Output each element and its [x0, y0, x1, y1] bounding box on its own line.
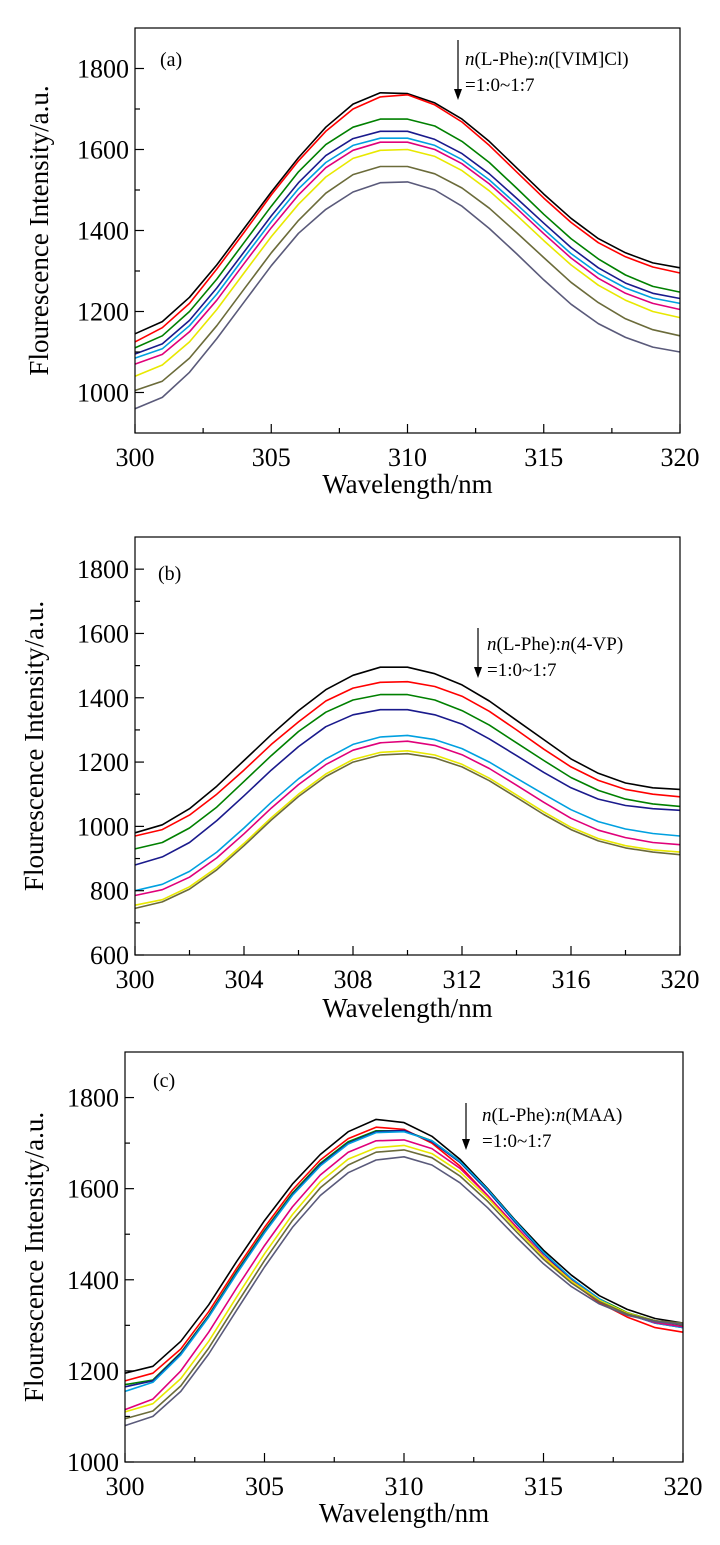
y-tick-label: 1600 [77, 136, 129, 165]
y-tick-label: 1200 [67, 1357, 119, 1386]
series-line-1 [124, 1118, 684, 1374]
annotation-range-label: =1:0~1:7 [482, 1131, 552, 1152]
x-tick-label: 320 [664, 1472, 703, 1501]
annotation-part: (L-Phe): [475, 49, 539, 70]
series-line-3 [134, 118, 681, 349]
x-tick-label: 320 [661, 965, 700, 994]
x-tick-label: 310 [388, 443, 427, 472]
series-line-7 [134, 750, 681, 906]
arrow-down-icon [454, 89, 462, 100]
panel-label: (a) [160, 49, 182, 71]
series-line-2 [134, 94, 681, 343]
y-tick-label: 1200 [77, 298, 129, 327]
y-tick-label: 1800 [67, 1084, 119, 1113]
series-line-3 [134, 693, 681, 850]
series-line-1 [134, 92, 681, 335]
x-tick-label: 312 [443, 965, 482, 994]
y-axis-title: Flourescence Intensity/a.u. [19, 601, 49, 891]
annotation-range-label: =1:0~1:7 [487, 660, 557, 681]
series-line-5 [134, 137, 681, 359]
arrow-down-icon [474, 667, 482, 678]
annotation-part: (4-VP) [570, 634, 623, 655]
series-line-8 [134, 752, 681, 910]
y-tick-label: 1400 [67, 1266, 119, 1295]
annotation-part: (L-Phe): [497, 634, 561, 655]
x-axis-title: Wavelength/nm [322, 469, 492, 499]
series-line-3 [124, 1130, 684, 1386]
series-line-8 [124, 1149, 684, 1420]
y-tick-label: 800 [90, 877, 129, 906]
x-tick-label: 315 [524, 443, 563, 472]
x-tick-label: 310 [385, 1472, 424, 1501]
y-tick-label: 1000 [77, 812, 129, 841]
x-tick-label: 300 [116, 443, 155, 472]
y-tick-label: 1800 [77, 555, 129, 584]
annotation-part: ([VIM]Cl) [548, 49, 628, 70]
panel-a: 300 305 310 315 320 1000 1200 1400 1600 1800 Wavel… [24, 27, 700, 499]
x-tick-label: 316 [552, 965, 591, 994]
x-tick-label: 305 [252, 443, 291, 472]
annotation-ratio-label: n(L-Phe):n([VIM]Cl) [465, 49, 629, 70]
y-axis-title: Flourescence Intensity/a.u. [24, 85, 54, 375]
annotation-part: n [556, 1105, 566, 1126]
y-tick-label: 1400 [77, 684, 129, 713]
panel-b: 300 304 308 312 316 320 600 800 1000 1200 1400 1600… [19, 536, 700, 1023]
panel-label: (b) [158, 563, 181, 585]
series-line-7 [134, 148, 681, 378]
arrow-down-icon [462, 1139, 470, 1150]
series-line-2 [124, 1126, 684, 1382]
series-line-1 [134, 666, 681, 834]
x-tick-label: 320 [661, 443, 700, 472]
annotation-part: (MAA) [565, 1105, 622, 1126]
plot-frame [134, 536, 681, 956]
series-line-6 [124, 1139, 684, 1411]
series-line-4 [134, 708, 681, 866]
panel-label: (c) [153, 1070, 175, 1092]
x-axis-title: Wavelength/nm [319, 1498, 489, 1528]
y-tick-label: 1400 [77, 217, 129, 246]
series-line-7 [124, 1144, 684, 1413]
series-line-6 [134, 141, 681, 365]
y-tick-label: 1800 [77, 55, 129, 84]
y-tick-label: 600 [90, 941, 129, 970]
annotation-ratio-label: n(L-Phe):n(4-VP) [487, 634, 623, 655]
y-tick-label: 1200 [77, 748, 129, 777]
series-line-2 [134, 680, 681, 837]
x-tick-label: 300 [116, 965, 155, 994]
series-line-9 [124, 1156, 684, 1427]
y-tick-label: 1000 [77, 379, 129, 408]
annotation-part: (L-Phe): [492, 1105, 556, 1126]
annotation-part: n [465, 49, 475, 70]
y-tick-label: 1600 [77, 619, 129, 648]
x-tick-label: 305 [245, 1472, 284, 1501]
x-tick-label: 315 [524, 1472, 563, 1501]
panel-c: 300 305 310 315 320 1000 1200 1400 1600 1800 Wavel… [19, 1051, 703, 1528]
series-line-5 [124, 1130, 684, 1393]
series-line-5 [134, 734, 681, 892]
annotation-part: n [561, 634, 571, 655]
x-axis-title: Wavelength/nm [322, 993, 492, 1023]
series-line-8 [134, 165, 681, 392]
annotation-part: n [487, 634, 497, 655]
annotation-part: n [482, 1105, 492, 1126]
y-axis-title: Flourescence Intensity/a.u. [19, 1112, 49, 1402]
annotation-part: n [539, 49, 549, 70]
series-line-9 [134, 181, 681, 410]
y-tick-label: 1000 [67, 1448, 119, 1477]
series-line-6 [134, 740, 681, 897]
x-tick-label: 308 [334, 965, 373, 994]
series-line-4 [134, 130, 681, 355]
x-tick-label: 300 [106, 1472, 145, 1501]
plot-frame [134, 27, 681, 434]
x-tick-label: 304 [225, 965, 264, 994]
y-tick-label: 1600 [67, 1175, 119, 1204]
annotation-ratio-label: n(L-Phe):n(MAA) [482, 1105, 622, 1126]
annotation-range-label: =1:0~1:7 [465, 75, 535, 96]
